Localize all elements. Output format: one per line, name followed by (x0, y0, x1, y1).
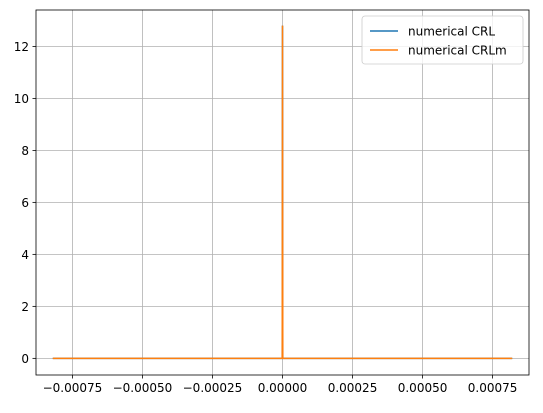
y-tick-label: 12 (14, 40, 29, 54)
y-tick-label: 6 (21, 196, 29, 210)
x-tick-label: −0.00050 (113, 381, 173, 395)
y-tick-label: 10 (14, 92, 29, 106)
x-tick-label: 0.00025 (328, 381, 378, 395)
series-line-1 (52, 25, 513, 360)
y-tick-label: 8 (21, 144, 29, 158)
x-tick-label: −0.00075 (43, 381, 103, 395)
legend: numerical CRL numerical CRLm (361, 15, 524, 65)
x-tick-label: −0.00025 (183, 381, 243, 395)
x-tick-label: 0.00050 (398, 381, 448, 395)
x-tick-label: 0.00075 (468, 381, 518, 395)
legend-label: numerical CRL (408, 25, 495, 39)
y-tick-label: 2 (21, 300, 29, 314)
x-tick-label: 0.00000 (258, 381, 308, 395)
y-axis: 0 2 4 6 8 10 12 (14, 40, 36, 366)
y-tick-label: 0 (21, 352, 29, 366)
y-tick-label: 4 (21, 248, 29, 262)
legend-box (361, 15, 524, 65)
legend-label: numerical CRLm (408, 44, 507, 58)
x-axis: −0.00075 −0.00050 −0.00025 0.00000 0.00025 0.… (43, 375, 518, 395)
series-layer (52, 25, 513, 360)
